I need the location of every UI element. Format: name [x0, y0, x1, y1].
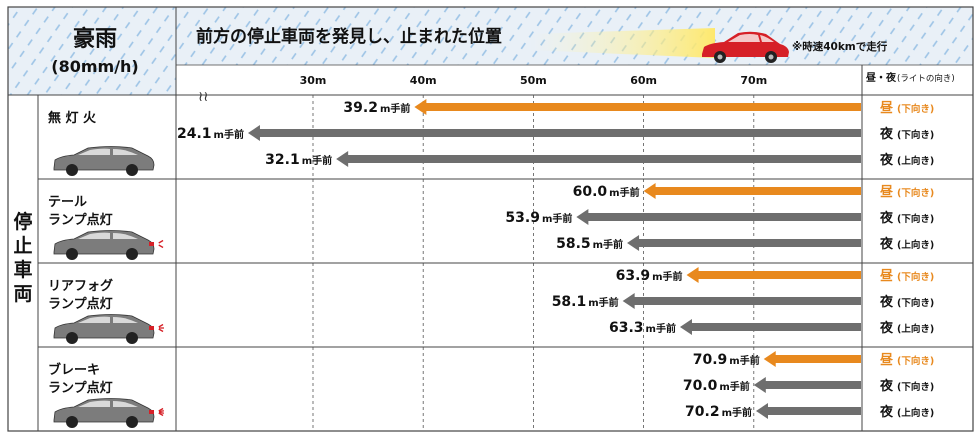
group-label: リアフォグ: [48, 278, 113, 294]
axis-break-mark: ≀≀: [198, 89, 209, 105]
x-tick-label: 50m: [520, 74, 547, 87]
light-label: 夜 (下向き): [879, 294, 934, 310]
data-label: 58.1 m手前: [552, 294, 619, 310]
group-label: ランプ点灯: [48, 380, 113, 396]
light-labels: 昼 (下向き) 夜 (下向き) 夜 (上向き) 昼 (下向き) 夜 (下向き) 夜 (上向き) 昼 (下向…: [879, 100, 934, 420]
side-label: 停 止 車 両: [13, 210, 32, 305]
distance-bar: [763, 381, 861, 389]
data-label: 39.2 m手前: [343, 100, 410, 116]
x-tick-label: 70m: [740, 74, 767, 87]
light-label: 夜 (下向き): [879, 378, 934, 394]
chart-title: 前方の停止車両を発見し、止まれた位置: [196, 26, 502, 47]
distance-arrowhead: [756, 403, 769, 419]
distance-bar: [766, 407, 861, 415]
condition-label: 豪雨: [73, 26, 117, 52]
speed-note: ※時速40kmで走行: [792, 40, 888, 53]
x-tick-label: 60m: [630, 74, 657, 87]
data-label: 63.3 m手前: [609, 320, 676, 336]
data-label: 70.0 m手前: [683, 378, 750, 394]
distance-bar: [632, 297, 861, 305]
distance-arrowhead: [627, 235, 640, 251]
condition-sub-label: (80mm/h): [51, 57, 138, 76]
group-label: テール: [48, 195, 87, 210]
distance-bar: [637, 239, 861, 247]
group-separators: [38, 178, 973, 348]
x-axis-ticks: 30m 40m 50m 60m 70m: [300, 74, 768, 87]
data-label: 60.0 m手前: [573, 184, 640, 200]
light-label: 夜 (上向き): [879, 320, 934, 336]
distance-arrowhead: [753, 377, 766, 393]
group-label: ブレーキ: [48, 362, 100, 378]
distance-arrowhead: [247, 125, 260, 141]
headlight-beam: [530, 28, 715, 58]
distance-bar: [346, 155, 862, 163]
data-label: 53.9 m手前: [505, 210, 572, 226]
distance-bar: [586, 213, 861, 221]
light-label: 夜 (上向き): [879, 236, 934, 252]
distance-bar: [773, 355, 861, 363]
distance-arrowhead: [686, 267, 699, 283]
x-tick-label: 30m: [300, 74, 327, 87]
distance-bar: [689, 323, 861, 331]
side-label-char: 止: [13, 235, 32, 257]
data-label: 70.9 m手前: [693, 352, 760, 368]
data-label: 32.1 m手前: [265, 152, 332, 168]
column-header: 昼・夜(ライトの向き): [866, 71, 955, 84]
distance-arrowhead: [336, 151, 349, 167]
side-label-char: 両: [13, 283, 32, 305]
distance-arrowhead: [576, 209, 589, 225]
light-label: 夜 (下向き): [879, 126, 934, 142]
distance-bar: [653, 187, 861, 195]
light-label: 昼 (下向き): [880, 352, 934, 368]
side-label-char: 車: [13, 258, 32, 281]
light-label: 夜 (上向き): [879, 404, 934, 420]
distance-bar: [696, 271, 861, 279]
distance-arrowhead: [643, 183, 656, 199]
red-car-icon: [702, 31, 789, 63]
side-label-char: 停: [13, 210, 32, 233]
stopped-car-icon: [53, 398, 165, 428]
light-label: 夜 (上向き): [879, 152, 934, 168]
stopped-car-icon: [53, 230, 164, 260]
x-tick-label: 40m: [410, 74, 437, 87]
light-label: 夜 (下向き): [879, 210, 934, 226]
group-label: 無 灯 火: [48, 110, 97, 126]
stopped-car-icon: [53, 314, 164, 344]
light-label: 昼 (下向き): [880, 268, 934, 284]
data-label: 70.2 m手前: [685, 404, 752, 420]
data-label: 63.9 m手前: [616, 268, 683, 284]
distance-arrowhead: [679, 319, 692, 335]
distance-bar: [257, 129, 861, 137]
condition-rain-panel: [8, 7, 176, 95]
data-label: 58.5 m手前: [556, 236, 623, 252]
stopped-car-icon: [53, 146, 155, 176]
distance-arrowhead: [622, 293, 635, 309]
distance-bar: [424, 103, 861, 111]
distance-arrowhead: [763, 351, 776, 367]
distance-arrowhead: [414, 99, 427, 115]
light-label: 昼 (下向き): [880, 184, 934, 200]
data-label: 24.1 m手前: [177, 126, 244, 142]
light-label: 昼 (下向き): [880, 100, 934, 116]
group-label: ランプ点灯: [48, 296, 113, 312]
group-label: ランプ点灯: [48, 212, 113, 228]
